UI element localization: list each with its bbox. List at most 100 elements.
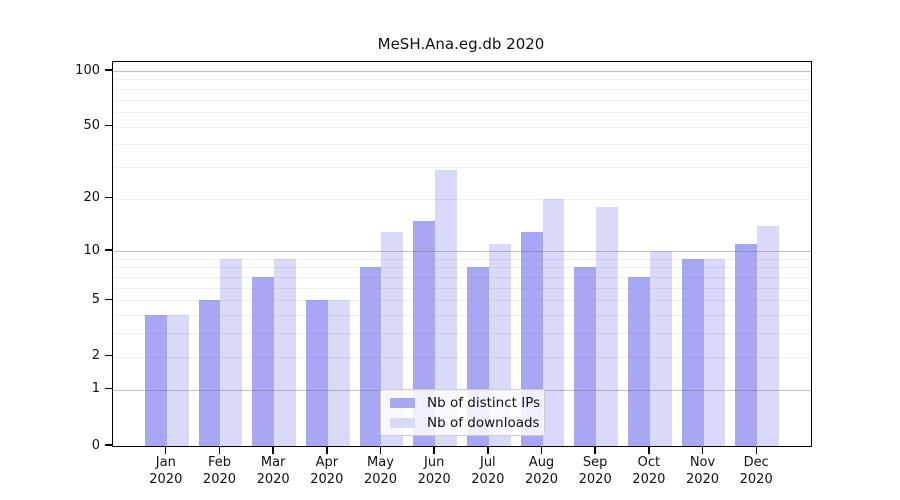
bar-downloads-dec — [757, 225, 779, 446]
x-tick-year: 2020 — [363, 472, 398, 487]
bar-ips-dec — [735, 244, 758, 446]
x-tick-month: Apr — [315, 455, 339, 470]
gridline-50 — [113, 126, 811, 128]
x-tick-mark-sep — [594, 446, 596, 454]
bar-downloads-mar — [274, 258, 296, 446]
x-tick-mark-jul — [487, 446, 489, 454]
x-tick-month: Sep — [582, 455, 608, 470]
bar-ips-mar — [252, 277, 275, 446]
x-tick-month: Jun — [424, 455, 445, 470]
y-tick-label-50: 50 — [83, 118, 100, 134]
x-tick-mark-feb — [218, 446, 221, 454]
x-tick-mark-nov — [701, 446, 704, 454]
bar-ips-feb — [198, 300, 221, 446]
legend-swatch-downloads — [390, 417, 415, 428]
x-tick-label-jul: Jul 2020 — [458, 454, 518, 488]
gridline-90 — [113, 79, 811, 81]
x-tick-label-aug: Aug 2020 — [512, 454, 572, 488]
x-tick-month: Jul — [479, 455, 496, 470]
bar-downloads-oct — [649, 251, 672, 446]
x-tick-year: 2020 — [739, 472, 773, 487]
x-tick-month: Aug — [528, 455, 555, 470]
x-tick-year: 2020 — [578, 472, 612, 487]
x-tick-month: May — [367, 455, 394, 470]
x-tick-mark-jun — [433, 446, 435, 454]
y-tick-label-20: 20 — [83, 190, 100, 206]
gridline-60 — [113, 111, 811, 113]
x-tick-month: Mar — [260, 455, 286, 470]
y-tick-mark-0 — [105, 444, 112, 446]
bar-ips-nov — [681, 258, 704, 446]
gridline-40 — [113, 144, 811, 146]
bar-ips-apr — [306, 300, 328, 446]
x-tick-label-jan: Jan 2020 — [136, 454, 196, 488]
y-tick-label-100: 100 — [75, 62, 100, 78]
legend-entry-downloads: Nb of downloads — [381, 415, 544, 431]
x-tick-year: 2020 — [310, 472, 344, 487]
legend-label-downloads: Nb of downloads — [427, 414, 540, 431]
x-tick-mark-jan — [165, 446, 167, 454]
x-tick-year: 2020 — [685, 472, 720, 487]
bar-ips-oct — [628, 277, 650, 446]
x-tick-mark-dec — [755, 446, 757, 454]
x-tick-month: Dec — [743, 455, 769, 470]
x-tick-label-dec: Dec 2020 — [726, 454, 786, 488]
x-tick-year: 2020 — [471, 472, 505, 487]
bar-downloads-apr — [327, 300, 350, 446]
y-tick-mark-2 — [105, 355, 112, 357]
bar-downloads-sep — [596, 206, 618, 446]
plot-area — [112, 61, 812, 447]
legend: Nb of distinct IPs Nb of downloads — [380, 389, 545, 436]
y-tick-label-1: 1 — [91, 381, 100, 397]
x-tick-month: Feb — [207, 455, 231, 470]
legend-label-distinct-ips: Nb of distinct IPs — [427, 394, 541, 411]
x-tick-mark-aug — [540, 446, 543, 454]
bar-downloads-nov — [703, 258, 726, 446]
y-tick-label-5: 5 — [91, 291, 100, 307]
x-tick-year: 2020 — [632, 472, 666, 487]
x-tick-year: 2020 — [524, 472, 559, 487]
x-tick-year: 2020 — [202, 472, 237, 487]
chart-title: MeSH.Ana.eg.db 2020 — [377, 35, 545, 53]
y-tick-mark-5 — [105, 298, 112, 301]
y-tick-mark-1 — [105, 387, 112, 390]
x-tick-year: 2020 — [149, 472, 183, 487]
y-tick-label-2: 2 — [91, 348, 100, 364]
x-tick-mark-oct — [648, 446, 650, 454]
gridline-30 — [113, 166, 811, 168]
bar-downloads-jun — [435, 169, 457, 446]
x-tick-mark-may — [379, 446, 382, 454]
x-tick-mark-apr — [326, 446, 328, 454]
legend-entry-distinct-ips: Nb of distinct IPs — [381, 395, 544, 411]
x-tick-label-jun: Jun 2020 — [404, 454, 464, 488]
y-tick-mark-10 — [105, 249, 112, 251]
legend-swatch-distinct-ips — [390, 397, 415, 408]
bar-downloads-feb — [220, 258, 243, 446]
gridline-100 — [113, 71, 811, 73]
y-tick-mark-20 — [105, 196, 112, 199]
gridline-80 — [113, 88, 811, 90]
x-tick-label-oct: Oct 2020 — [619, 454, 679, 488]
x-tick-label-feb: Feb 2020 — [189, 454, 249, 488]
bar-ips-may — [359, 267, 382, 446]
x-tick-month: Oct — [637, 455, 661, 470]
x-tick-month: Nov — [689, 455, 716, 470]
x-tick-year: 2020 — [256, 472, 290, 487]
y-tick-label-10: 10 — [83, 242, 100, 258]
x-tick-label-nov: Nov 2020 — [673, 454, 733, 488]
gridline-10 — [113, 251, 811, 253]
gridline-70 — [113, 99, 811, 101]
y-tick-mark-100 — [105, 69, 112, 71]
x-tick-year: 2020 — [417, 472, 451, 487]
bar-ips-jan — [145, 315, 167, 446]
x-tick-label-sep: Sep 2020 — [565, 454, 625, 488]
x-tick-mark-mar — [272, 446, 274, 454]
y-tick-label-0: 0 — [91, 437, 100, 453]
gridline-20 — [113, 198, 811, 200]
bar-downloads-jan — [166, 315, 189, 446]
x-tick-label-apr: Apr 2020 — [297, 454, 357, 488]
x-tick-label-mar: Mar 2020 — [243, 454, 303, 488]
y-tick-mark-50 — [105, 124, 112, 127]
x-tick-label-may: May 2020 — [350, 454, 410, 488]
